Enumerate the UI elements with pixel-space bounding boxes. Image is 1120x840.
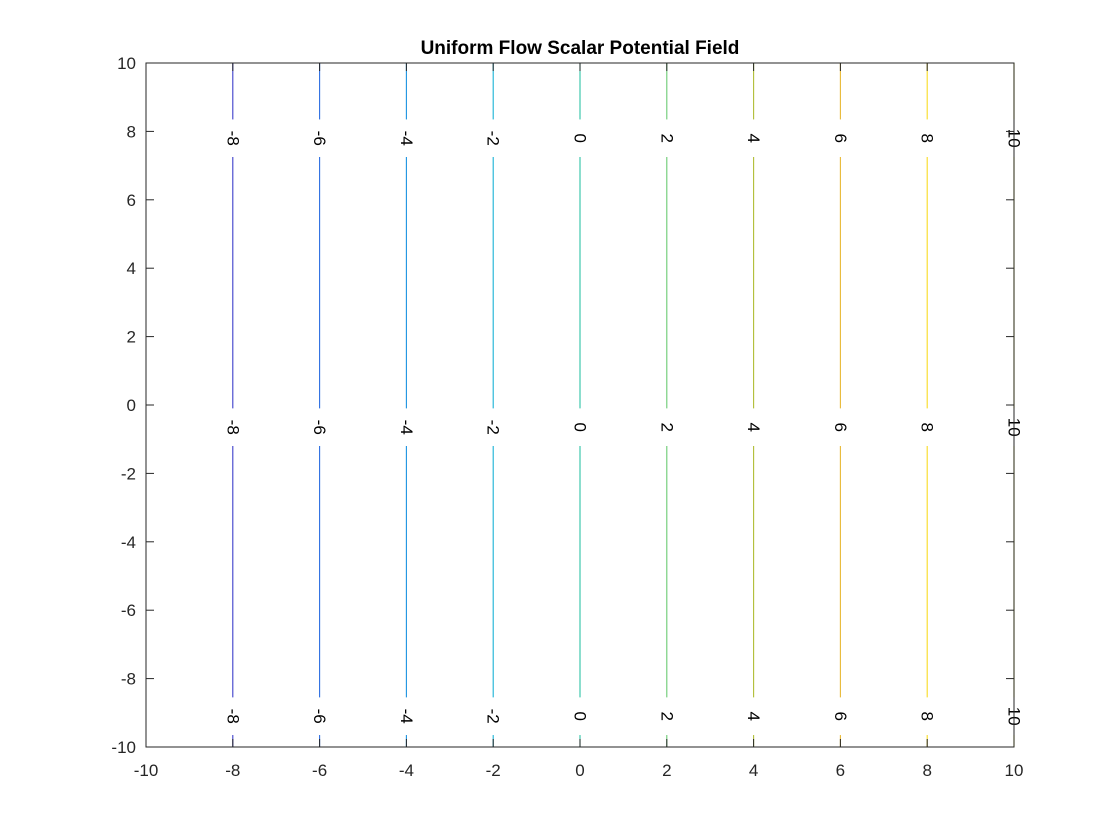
contour-lines-group	[232, 63, 1015, 747]
contour-label: -6	[310, 709, 329, 724]
x-tick-label: -8	[225, 761, 240, 780]
contour-label: -2	[484, 131, 503, 146]
x-tick-label: 8	[922, 761, 931, 780]
contour-label: -2	[484, 420, 503, 435]
contour-label: 6	[831, 134, 850, 143]
x-tick-label: -10	[134, 761, 159, 780]
contour-label: 0	[571, 134, 590, 143]
contour-label: -4	[397, 131, 416, 146]
y-tick-label: -10	[111, 738, 136, 757]
y-tick-label: -2	[121, 464, 136, 483]
y-axis-ticks: -10 -8 -6 -4 -2 0 2 4 6 8 10	[111, 54, 1014, 757]
contour-label: 8	[918, 711, 937, 720]
contour-label: 6	[831, 711, 850, 720]
y-tick-label: 6	[127, 191, 136, 210]
contour-label: 8	[918, 134, 937, 143]
contour-label: -2	[484, 709, 503, 724]
x-tick-label: 6	[836, 761, 845, 780]
contour-label: 2	[657, 422, 676, 431]
y-tick-label: -8	[121, 670, 136, 689]
x-tick-label: -4	[399, 761, 414, 780]
x-tick-label: 4	[749, 761, 758, 780]
contour-label: 4	[744, 422, 763, 431]
contour-label: 2	[657, 711, 676, 720]
contour-label: 4	[744, 711, 763, 720]
contour-label: 0	[571, 711, 590, 720]
y-tick-label: 10	[117, 54, 136, 73]
chart-title: Uniform Flow Scalar Potential Field	[421, 38, 740, 59]
y-tick-label: 0	[127, 396, 136, 415]
x-axis-ticks: -10 -8 -6 -4 -2 0 2 4 6 8 10	[134, 63, 1024, 780]
contour-labels-group: -8-8-8-6-6-6-4-4-4-2-2-20002224446668881…	[223, 129, 1023, 726]
contour-label: -6	[310, 420, 329, 435]
contour-label: -4	[397, 420, 416, 435]
contour-label: 2	[657, 134, 676, 143]
x-tick-label: 0	[575, 761, 584, 780]
contour-label: -6	[310, 131, 329, 146]
contour-label: -8	[223, 420, 242, 435]
contour-label: 0	[571, 422, 590, 431]
contour-label: 6	[831, 422, 850, 431]
y-tick-label: 8	[127, 122, 136, 141]
contour-label: -8	[223, 131, 242, 146]
y-tick-label: 4	[127, 259, 136, 278]
x-tick-label: -6	[312, 761, 327, 780]
y-tick-label: 2	[127, 328, 136, 347]
x-tick-label: 2	[662, 761, 671, 780]
x-tick-label: 10	[1005, 761, 1024, 780]
contour-label: 8	[918, 422, 937, 431]
contour-label: -8	[223, 709, 242, 724]
y-tick-label: -6	[121, 601, 136, 620]
x-tick-label: -2	[486, 761, 501, 780]
y-tick-label: -4	[121, 533, 136, 552]
contour-label: -4	[397, 709, 416, 724]
contour-label: 4	[744, 134, 763, 143]
